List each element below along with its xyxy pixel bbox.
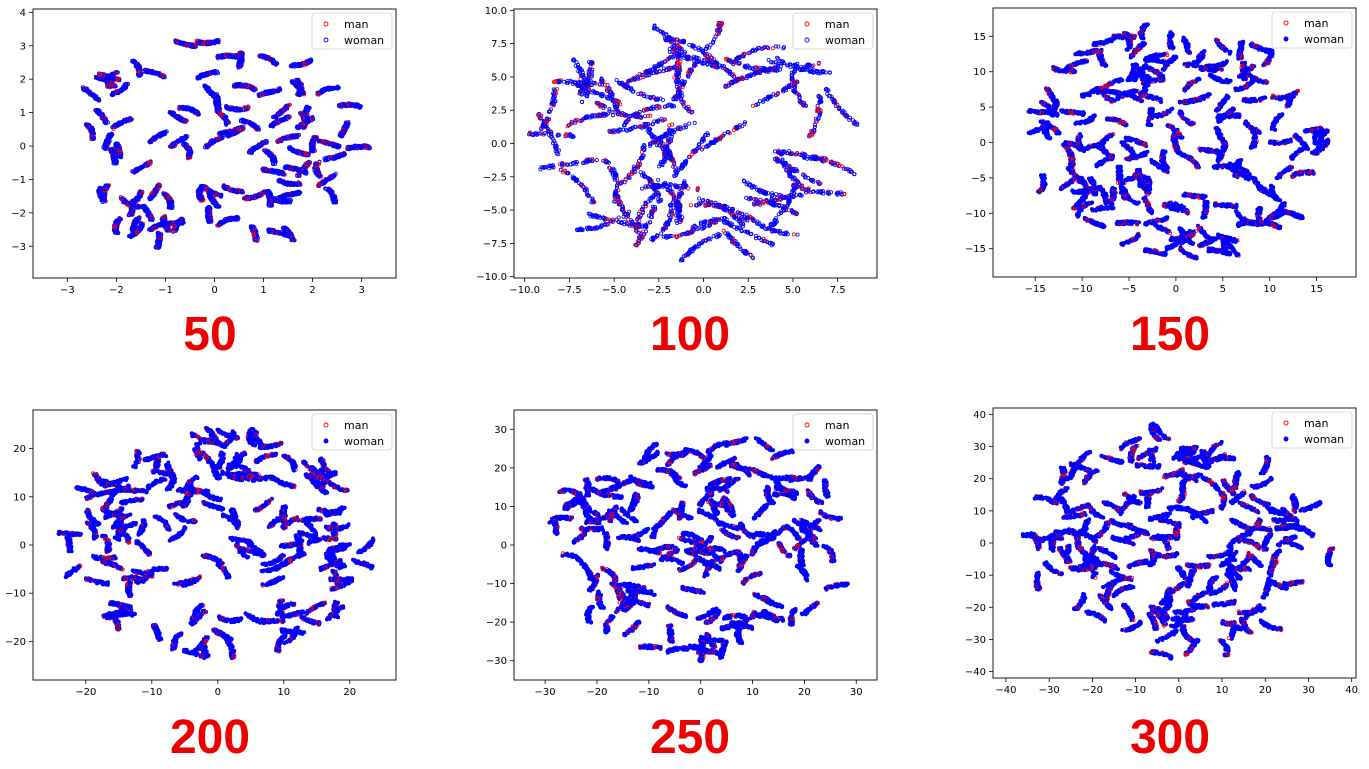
point-woman	[136, 64, 141, 69]
point-woman	[131, 59, 136, 64]
point-woman	[196, 190, 201, 195]
point-woman	[138, 72, 143, 77]
point-woman	[91, 136, 96, 141]
point-man	[151, 226, 156, 231]
point-man	[137, 70, 142, 75]
point-woman	[303, 112, 308, 117]
point-woman	[88, 127, 93, 132]
scatter-points	[80, 38, 372, 250]
point-woman	[216, 100, 221, 105]
point-woman	[280, 225, 285, 230]
point-woman	[304, 105, 309, 110]
point-woman	[84, 122, 89, 127]
point-woman	[154, 224, 159, 229]
point-woman	[91, 131, 96, 136]
point-woman	[198, 195, 203, 200]
point-woman	[198, 190, 203, 195]
point-woman	[216, 104, 221, 109]
point-woman	[136, 66, 141, 71]
point-woman	[213, 102, 218, 107]
point-woman	[303, 108, 308, 113]
